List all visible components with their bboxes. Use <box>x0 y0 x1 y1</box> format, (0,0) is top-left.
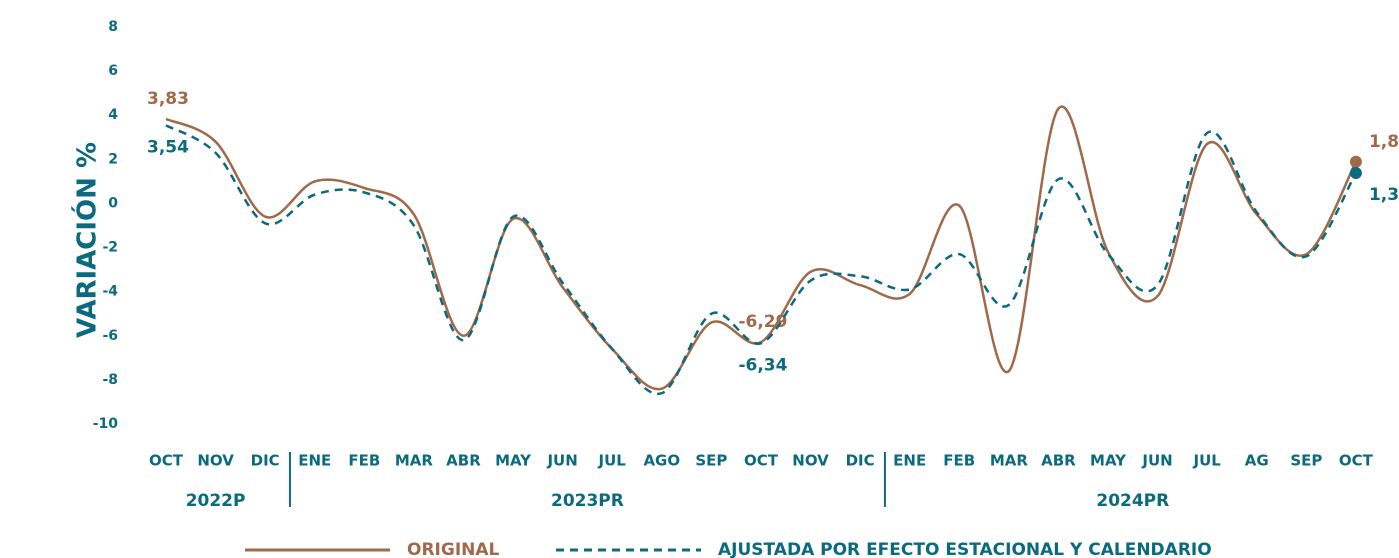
x-tick-label: OCT <box>149 452 184 470</box>
x-tick-label: JUL <box>598 452 627 470</box>
y-tick-label: -2 <box>102 240 118 256</box>
x-tick-label: FEB <box>348 452 380 470</box>
year-label: 2023PR <box>551 491 624 511</box>
x-tick-label: SEP <box>695 452 727 470</box>
x-tick-label: ENE <box>893 452 926 470</box>
data-label: 1,89 <box>1369 132 1399 152</box>
x-tick-label: MAR <box>395 452 434 470</box>
data-label: 1,38 <box>1369 185 1399 205</box>
y-tick-label: 0 <box>108 195 118 211</box>
y-tick-label: -6 <box>102 328 118 344</box>
x-tick-label: ABR <box>1041 452 1076 470</box>
y-tick-label: -4 <box>102 284 118 300</box>
series-line <box>165 124 1357 396</box>
y-axis-label: VARIACIÓN % <box>71 142 103 338</box>
x-tick-label: MAR <box>990 452 1029 470</box>
x-tick-label: MAY <box>495 452 532 470</box>
data-label: -6,34 <box>738 355 787 375</box>
legend-label: AJUSTADA POR EFECTO ESTACIONAL Y CALENDA… <box>718 540 1212 558</box>
y-tick-label: 6 <box>108 63 118 79</box>
series-line <box>165 105 1358 391</box>
year-label: 2024PR <box>1096 491 1169 511</box>
x-tick-label: SEP <box>1290 452 1322 470</box>
x-tick-label: AGO <box>643 452 680 470</box>
year-label: 2022P <box>186 491 246 511</box>
x-tick-label: NOV <box>197 452 234 470</box>
end-point <box>1349 155 1362 168</box>
x-tick-label: OCT <box>744 452 779 470</box>
y-tick-label: 8 <box>108 19 118 35</box>
end-point <box>1349 167 1362 180</box>
y-tick-label: 4 <box>108 107 118 123</box>
x-tick-label: MAY <box>1090 452 1127 470</box>
y-tick-label: 2 <box>108 151 118 167</box>
x-tick-label: OCT <box>1339 452 1374 470</box>
x-tick-label: ABR <box>446 452 481 470</box>
legend-label: ORIGINAL <box>407 540 500 558</box>
x-tick-label: FEB <box>943 452 975 470</box>
x-tick-label: DIC <box>846 452 875 470</box>
x-tick-label: DIC <box>251 452 280 470</box>
data-label: -6,29 <box>738 312 787 332</box>
x-tick-label: JUN <box>1141 452 1172 470</box>
x-tick-label: ENE <box>298 452 331 470</box>
y-tick-label: -8 <box>102 372 118 388</box>
x-tick-label: NOV <box>792 452 829 470</box>
y-tick-label: -10 <box>93 416 119 432</box>
data-label: 3,54 <box>147 137 189 157</box>
x-tick-label: AG <box>1245 452 1269 470</box>
data-label: 3,83 <box>147 89 189 109</box>
x-tick-label: JUN <box>546 452 577 470</box>
x-tick-label: JUL <box>1193 452 1222 470</box>
